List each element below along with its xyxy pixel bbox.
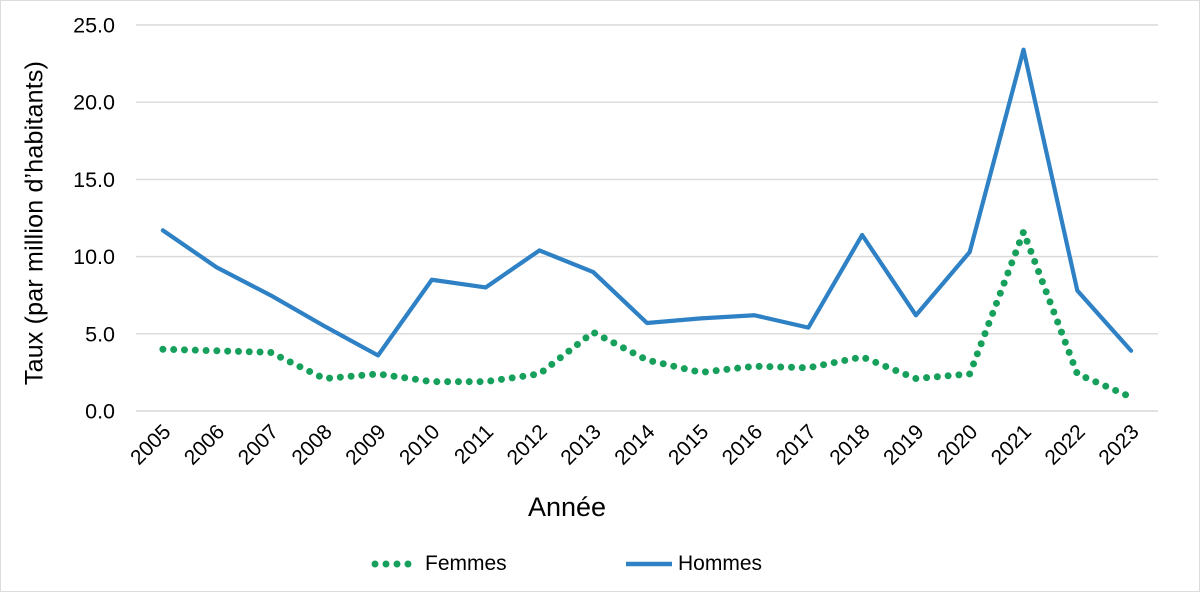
- x-axis-title: Année: [527, 492, 607, 522]
- y-tick-label: 15.0: [73, 168, 115, 192]
- femmes-dotted-marker-icon: [371, 560, 422, 568]
- x-tick-label: 2014: [610, 420, 660, 470]
- x-tick-label: 2015: [664, 420, 713, 469]
- x-tick-label: 2018: [825, 420, 874, 469]
- x-tick-label: 2013: [556, 420, 605, 469]
- x-tick-label: 2023: [1094, 420, 1143, 469]
- legend-item-hommes: Hommes: [625, 552, 762, 576]
- x-tick-label: 2005: [126, 420, 175, 469]
- hommes-series-line: [160, 47, 1134, 358]
- y-tick-label: 5.0: [85, 322, 115, 346]
- legend-label-femmes: Femmes: [425, 552, 507, 575]
- x-tick-label: 2007: [234, 420, 283, 469]
- y-tick-label: 0.0: [85, 400, 115, 424]
- femmes-series-line: [159, 228, 1135, 401]
- x-tick-label: 2008: [288, 420, 337, 469]
- legend-label-hommes: Hommes: [678, 552, 763, 575]
- x-tick-label: 2010: [395, 420, 444, 469]
- hommes-line-marker-icon: [626, 561, 672, 567]
- y-axis-title: Taux (par million d’habitants): [20, 60, 49, 386]
- x-tick-label: 2016: [718, 420, 767, 469]
- x-tick-label: 2022: [1041, 420, 1090, 469]
- y-tick-label: 25.0: [73, 14, 115, 38]
- y-tick-label: 20.0: [73, 91, 115, 115]
- x-tick-label: 2017: [772, 420, 821, 469]
- y-tick-label: 10.0: [73, 245, 115, 269]
- x-tick-label: 2006: [180, 420, 229, 469]
- x-tick-label: 2011: [450, 420, 498, 468]
- x-tick-label: 2012: [503, 420, 552, 469]
- x-tick-label: 2009: [341, 420, 390, 469]
- legend-item-femmes: Femmes: [370, 552, 507, 576]
- x-tick-label: 2019: [879, 420, 928, 469]
- x-tick-label: 2021: [987, 420, 1036, 469]
- x-tick-label: 2020: [933, 420, 982, 469]
